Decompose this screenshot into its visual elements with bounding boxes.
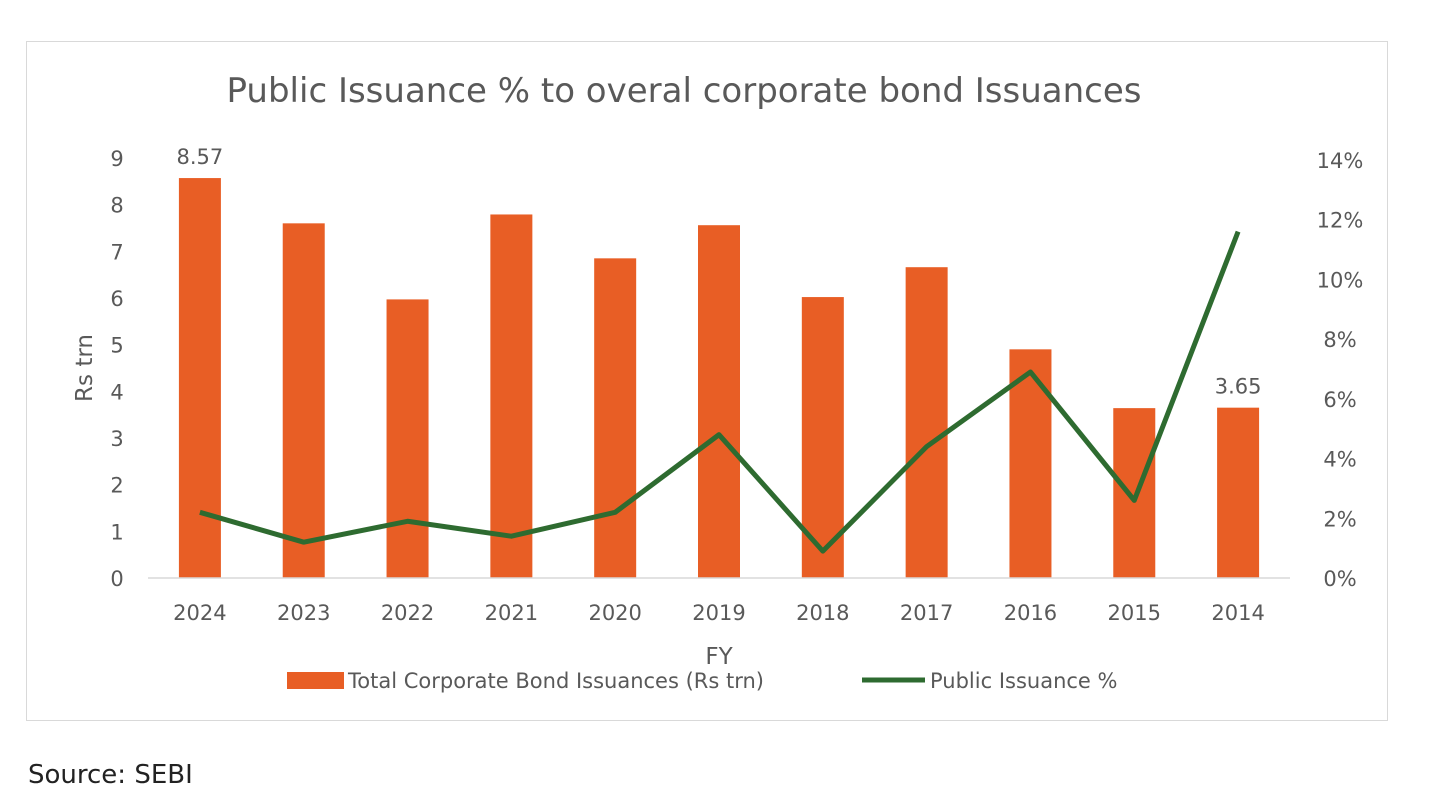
- y-axis-label: Rs trn: [72, 334, 98, 402]
- y-tick-label: 9: [110, 147, 123, 171]
- x-tick-label: 2019: [692, 601, 745, 625]
- y-tick-label: 2: [110, 474, 123, 498]
- x-tick-label: 2014: [1211, 601, 1264, 625]
- data-label: 8.57: [177, 145, 224, 169]
- x-tick-label: 2018: [796, 601, 849, 625]
- y-tick-label: 3: [110, 427, 123, 451]
- chart-card: [26, 41, 1388, 721]
- legend-line-label: Public Issuance %: [930, 669, 1117, 693]
- chart-title: Public Issuance % to overal corporate bo…: [227, 71, 1142, 111]
- x-tick-label: 2023: [277, 601, 330, 625]
- y2-tick-label: 2%: [1323, 507, 1356, 531]
- y-tick-label: 1: [110, 520, 123, 544]
- x-tick-label: 2016: [1004, 601, 1057, 625]
- y2-tick-label: 14%: [1317, 149, 1364, 173]
- y-tick-label: 4: [110, 380, 123, 404]
- x-tick-label: 2024: [173, 601, 226, 625]
- bar: [386, 299, 429, 578]
- bar: [801, 297, 844, 578]
- x-tick-label: 2017: [900, 601, 953, 625]
- bar: [178, 178, 221, 579]
- y2-tick-label: 4%: [1323, 448, 1356, 472]
- bar: [1113, 408, 1156, 578]
- x-axis-label: FY: [705, 644, 733, 670]
- bar: [282, 223, 325, 579]
- y2-tick-label: 0%: [1323, 567, 1356, 591]
- data-label: 3.65: [1215, 375, 1262, 399]
- x-tick-label: 2022: [381, 601, 434, 625]
- x-tick-label: 2015: [1108, 601, 1161, 625]
- bar: [1217, 407, 1260, 578]
- y-tick-label: 5: [110, 334, 123, 358]
- y2-tick-label: 8%: [1323, 328, 1356, 352]
- y-tick-label: 8: [110, 194, 123, 218]
- y-tick-label: 0: [110, 567, 123, 591]
- bar: [905, 267, 948, 578]
- x-tick-label: 2020: [588, 601, 641, 625]
- x-tick-label: 2021: [485, 601, 538, 625]
- legend-bar-label: Total Corporate Bond Issuances (Rs trn): [347, 669, 764, 693]
- legend-bar-swatch: [287, 672, 344, 689]
- y2-tick-label: 10%: [1317, 268, 1364, 292]
- y-tick-label: 7: [110, 240, 123, 264]
- bar: [490, 214, 533, 578]
- y2-tick-label: 12%: [1317, 209, 1364, 233]
- bar: [594, 258, 637, 578]
- y2-tick-label: 6%: [1323, 388, 1356, 412]
- source-note: Source: SEBI: [28, 760, 193, 790]
- y-tick-label: 6: [110, 287, 123, 311]
- bar: [698, 225, 740, 578]
